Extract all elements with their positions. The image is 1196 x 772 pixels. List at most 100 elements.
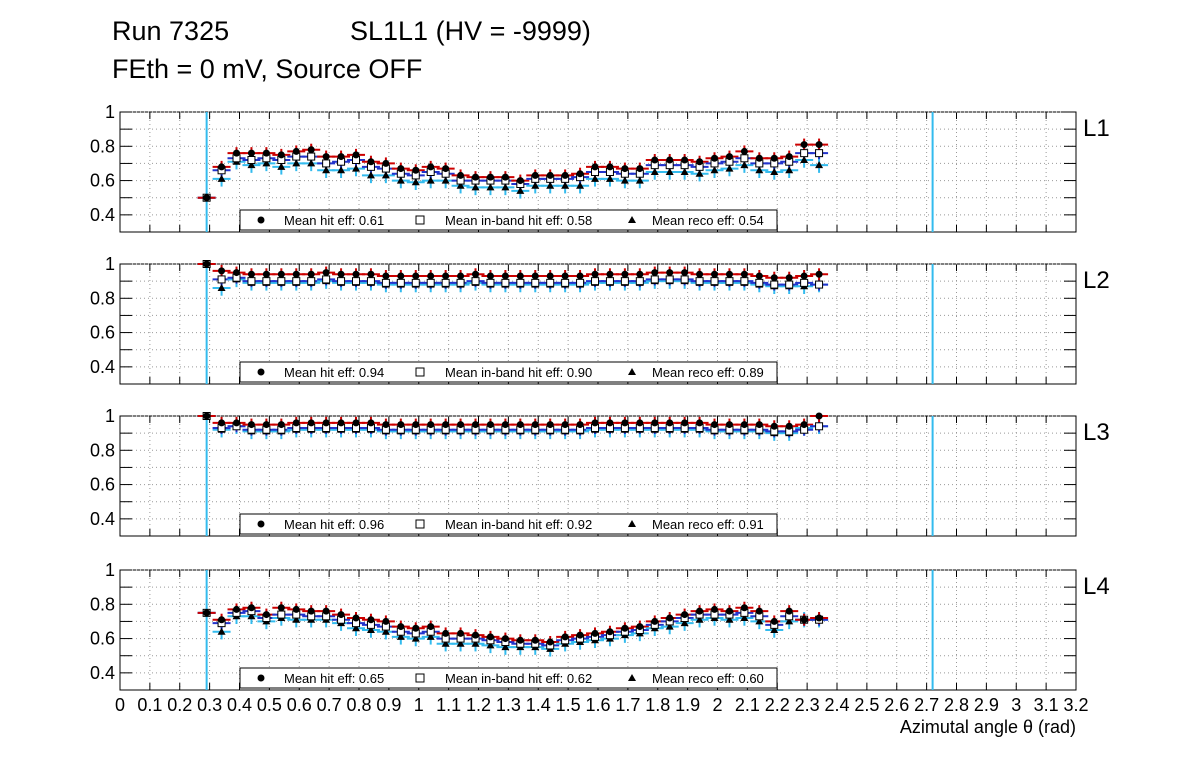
reco-point: [680, 619, 689, 627]
reco-point: [800, 156, 809, 163]
hit-point: [621, 419, 629, 427]
hit-point: [218, 267, 226, 275]
hit-point: [770, 274, 778, 282]
hit-point: [755, 272, 763, 280]
hit-point: [576, 170, 584, 178]
legend-hit-marker: [257, 520, 265, 528]
hit-point: [307, 270, 315, 278]
panel-label: L1: [1083, 115, 1110, 142]
reco-point: [366, 626, 375, 633]
hit-point: [636, 270, 644, 278]
reco-point: [396, 632, 405, 640]
hit-point: [740, 604, 748, 612]
hit-point: [322, 153, 330, 161]
legend-inband-marker: [415, 215, 425, 225]
hit-point: [292, 419, 300, 427]
x-tick-label: 1.4: [526, 695, 551, 715]
reco-point: [516, 186, 525, 194]
reco-point: [695, 169, 704, 177]
hit-point: [711, 605, 719, 613]
hit-point: [606, 419, 614, 427]
hit-point: [636, 419, 644, 427]
hit-point: [203, 260, 211, 268]
hit-point: [815, 141, 823, 149]
inband-point: [471, 277, 480, 286]
inband-point: [262, 277, 271, 286]
hit-point: [307, 419, 315, 427]
inband-point: [740, 277, 749, 286]
hit-point: [337, 153, 345, 161]
reco-point: [770, 168, 779, 175]
x-tick-label: 3.1: [1034, 695, 1059, 715]
hit-point: [367, 419, 375, 427]
x-tick-label: 1.8: [645, 695, 670, 715]
hit-point: [382, 272, 390, 280]
hit-point: [247, 421, 255, 429]
reco-point: [441, 639, 450, 647]
hit-point: [427, 421, 435, 429]
hit-point: [352, 614, 360, 622]
hit-point: [397, 272, 405, 280]
legend-reco-marker: [628, 368, 636, 375]
legend-reco-text: Mean reco eff: 0.89: [652, 365, 764, 380]
legend-reco-marker: [628, 674, 636, 681]
inband-point: [680, 275, 689, 284]
hit-point: [322, 269, 330, 277]
reco-point: [591, 174, 600, 182]
legend-inband-text: Mean in-band hit eff: 0.62: [445, 671, 592, 686]
hit-point: [412, 166, 420, 174]
reco-point: [785, 617, 794, 625]
hit-point: [800, 272, 808, 280]
reco-point: [217, 627, 226, 635]
hit-point: [800, 421, 808, 429]
x-tick-label: 0.7: [317, 695, 342, 715]
hit-point: [591, 270, 599, 278]
reco-point: [501, 183, 510, 191]
x-tick-label: 1.5: [556, 695, 581, 715]
hit-point: [516, 272, 524, 280]
hit-point: [651, 269, 659, 277]
hit-point: [681, 611, 689, 619]
hit-point: [442, 272, 450, 280]
inband-point: [635, 277, 644, 286]
hit-point: [591, 419, 599, 427]
hit-point: [277, 270, 285, 278]
inband-point: [456, 278, 465, 287]
legend-box: [239, 361, 778, 383]
inband-point: [620, 277, 629, 286]
x-tick-label: 0.6: [287, 695, 312, 715]
inband-point: [366, 277, 375, 286]
reco-point: [770, 626, 779, 633]
x-tick-label: 1.1: [436, 695, 461, 715]
y-tick-label: 0.6: [90, 323, 115, 343]
inband-point: [441, 278, 450, 287]
x-tick-label: 1.9: [675, 695, 700, 715]
hit-point: [501, 173, 509, 181]
reco-point: [635, 176, 644, 184]
legend: Mean hit eff: 0.96 Mean in-band hit eff: …: [239, 513, 778, 535]
hit-point: [531, 272, 539, 280]
legend-inband-marker: [415, 519, 425, 529]
reco-point: [247, 161, 256, 169]
y-tick-label: 0.4: [90, 357, 115, 377]
reco-point: [262, 159, 271, 167]
reco-point: [366, 171, 375, 179]
hit-point: [815, 270, 823, 278]
reco-point: [277, 162, 286, 170]
reco-point: [456, 181, 465, 189]
hit-point: [561, 171, 569, 179]
reco-point: [546, 181, 555, 189]
reco-point: [411, 178, 420, 186]
x-tick-label: 2.3: [795, 695, 820, 715]
hit-point: [636, 623, 644, 631]
reco-point: [337, 166, 346, 174]
legend-hit-text: Mean hit eff: 0.61: [284, 213, 384, 228]
inband-point: [381, 278, 390, 287]
inband-point: [217, 275, 226, 284]
hit-point: [427, 272, 435, 280]
x-tick-label: 1.3: [496, 695, 521, 715]
y-tick-label: 0.6: [90, 171, 115, 191]
hit-point: [546, 272, 554, 280]
hit-point: [501, 272, 509, 280]
hit-point: [352, 270, 360, 278]
